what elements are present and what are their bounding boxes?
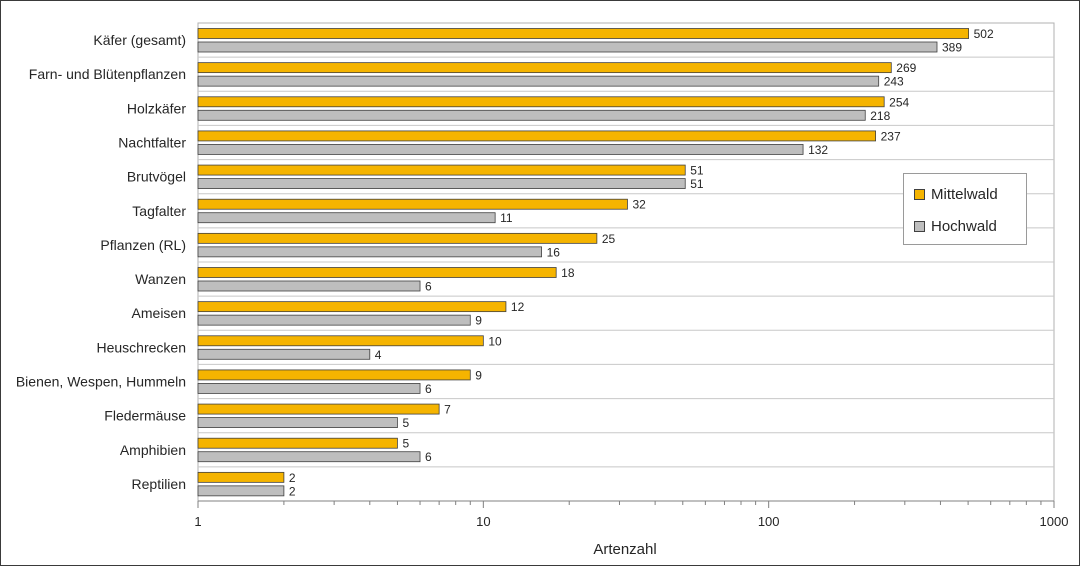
value-label-mittelwald-brutvögel: 51 xyxy=(690,164,704,178)
value-label-mittelwald-heuschrecken: 10 xyxy=(488,334,502,348)
value-label-mittelwald-holzkäfer: 254 xyxy=(889,95,909,109)
value-label-mittelwald-käfer-gesamt: 502 xyxy=(974,27,994,41)
category-label-pflanzen-rl: Pflanzen (RL) xyxy=(100,237,186,253)
category-label-nachtfalter: Nachtfalter xyxy=(118,135,186,151)
bar-mittelwald-heuschrecken xyxy=(197,335,484,347)
legend-label-mittelwald: Mittelwald xyxy=(931,185,998,203)
bar-mittelwald-käfer-gesamt xyxy=(197,28,970,39)
bar-mittelwald-nachtfalter xyxy=(197,130,876,142)
category-label-wanzen: Wanzen xyxy=(135,271,186,287)
bar-hochwald-fledermäuse xyxy=(197,417,398,428)
value-label-mittelwald-pflanzen-rl: 25 xyxy=(602,232,616,246)
bar-mittelwald-pflanzen-rl xyxy=(197,232,598,244)
category-label-holzkäfer: Holzkäfer xyxy=(127,100,186,116)
bar-hochwald-amphibien xyxy=(197,451,421,463)
value-label-hochwald-wanzen: 6 xyxy=(425,280,432,294)
category-label-ameisen: Ameisen xyxy=(132,305,186,321)
category-label-bienen-wespen-hummeln: Bienen, Wespen, Hummeln xyxy=(16,374,186,390)
value-label-hochwald-tagfalter: 11 xyxy=(500,211,513,225)
x-axis-title: Artenzahl xyxy=(593,541,656,558)
value-label-hochwald-käfer-gesamt: 389 xyxy=(942,41,962,55)
data-labels: 5023892692432542182371325151321125161861… xyxy=(289,27,994,498)
value-label-hochwald-nachtfalter: 132 xyxy=(808,143,828,157)
x-tick-label-1: 1 xyxy=(194,514,201,529)
bar-mittelwald-fledermäuse xyxy=(197,403,440,415)
bar-mittelwald-amphibien xyxy=(197,437,398,449)
legend-swatch-hochwald xyxy=(914,220,925,232)
bar-hochwald-holzkäfer xyxy=(197,109,866,121)
category-label-heuschrecken: Heuschrecken xyxy=(97,339,187,355)
bar-hochwald-brutvögel xyxy=(197,178,686,189)
bar-mittelwald-farn-und-blütenpflanzen xyxy=(197,62,892,74)
value-label-hochwald-amphibien: 6 xyxy=(425,450,432,464)
bar-mittelwald-holzkäfer xyxy=(197,96,885,108)
bar-mittelwald-brutvögel xyxy=(197,164,686,176)
value-label-hochwald-brutvögel: 51 xyxy=(690,177,704,191)
x-tick-label-100: 100 xyxy=(758,514,780,529)
value-label-mittelwald-bienen-wespen-hummeln: 9 xyxy=(475,368,482,382)
value-label-hochwald-pflanzen-rl: 16 xyxy=(547,245,561,259)
bar-mittelwald-tagfalter xyxy=(197,198,628,210)
value-label-hochwald-farn-und-blütenpflanzen: 243 xyxy=(884,75,904,89)
value-label-hochwald-ameisen: 9 xyxy=(475,314,482,328)
bar-hochwald-wanzen xyxy=(197,280,421,292)
category-labels: Käfer (gesamt) Farn- und Blütenpflanzen Ho… xyxy=(16,32,187,492)
x-axis: 1 10 100 1000 xyxy=(194,500,1069,529)
grid-lines xyxy=(197,22,1055,502)
bar-hochwald-pflanzen-rl xyxy=(197,246,542,258)
bar-mittelwald-reptilien xyxy=(197,471,285,483)
bar-hochwald-käfer-gesamt xyxy=(197,41,938,53)
value-label-mittelwald-amphibien: 5 xyxy=(402,437,409,451)
bar-hochwald-farn-und-blütenpflanzen xyxy=(197,75,880,87)
x-tick-label-1000: 1000 xyxy=(1040,514,1069,529)
bar-hochwald-nachtfalter xyxy=(197,144,804,155)
legend-item-hochwald: Hochwald xyxy=(914,215,997,237)
category-label-tagfalter: Tagfalter xyxy=(132,203,186,219)
value-label-mittelwald-nachtfalter: 237 xyxy=(881,129,901,143)
bar-mittelwald-ameisen xyxy=(197,301,507,313)
value-label-hochwald-fledermäuse: 5 xyxy=(402,416,409,430)
value-label-mittelwald-tagfalter: 32 xyxy=(632,198,646,212)
bar-mittelwald-wanzen xyxy=(197,267,557,278)
legend: Mittelwald Hochwald xyxy=(903,173,1027,245)
value-label-hochwald-reptilien: 2 xyxy=(289,484,296,498)
value-label-mittelwald-fledermäuse: 7 xyxy=(444,403,451,417)
bar-hochwald-tagfalter xyxy=(197,212,496,224)
bar-hochwald-bienen-wespen-hummeln xyxy=(197,383,421,394)
legend-label-hochwald: Hochwald xyxy=(931,217,997,235)
category-label-brutvögel: Brutvögel xyxy=(127,169,186,185)
bar-hochwald-heuschrecken xyxy=(197,348,371,360)
bars xyxy=(197,28,970,497)
value-label-hochwald-holzkäfer: 218 xyxy=(870,109,890,123)
category-label-fledermäuse: Fledermäuse xyxy=(104,408,186,424)
legend-swatch-mittelwald xyxy=(914,188,925,200)
bar-hochwald-ameisen xyxy=(197,314,471,326)
value-label-mittelwald-wanzen: 18 xyxy=(561,266,575,280)
value-label-hochwald-heuschrecken: 4 xyxy=(375,348,382,362)
category-label-reptilien: Reptilien xyxy=(132,476,186,492)
bar-mittelwald-bienen-wespen-hummeln xyxy=(197,369,471,381)
category-label-käfer-gesamt: Käfer (gesamt) xyxy=(93,32,186,48)
bar-hochwald-reptilien xyxy=(197,485,285,497)
category-label-farn-und-blütenpflanzen: Farn- und Blütenpflanzen xyxy=(29,66,186,82)
legend-item-mittelwald: Mittelwald xyxy=(914,183,998,205)
value-label-mittelwald-reptilien: 2 xyxy=(289,471,296,485)
value-label-mittelwald-ameisen: 12 xyxy=(511,300,525,314)
value-label-hochwald-bienen-wespen-hummeln: 6 xyxy=(425,382,432,396)
value-label-mittelwald-farn-und-blütenpflanzen: 269 xyxy=(896,61,916,75)
x-tick-label-10: 10 xyxy=(476,514,490,529)
category-label-amphibien: Amphibien xyxy=(120,442,186,458)
